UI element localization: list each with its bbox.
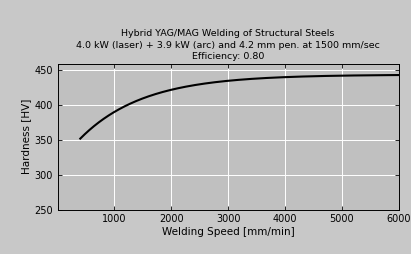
Title: Hybrid YAG/MAG Welding of Structural Steels
4.0 kW (laser) + 3.9 kW (arc) and 4.: Hybrid YAG/MAG Welding of Structural Ste… <box>76 29 380 61</box>
X-axis label: Welding Speed [mm/min]: Welding Speed [mm/min] <box>162 227 294 237</box>
Y-axis label: Hardness [HV]: Hardness [HV] <box>21 99 31 174</box>
